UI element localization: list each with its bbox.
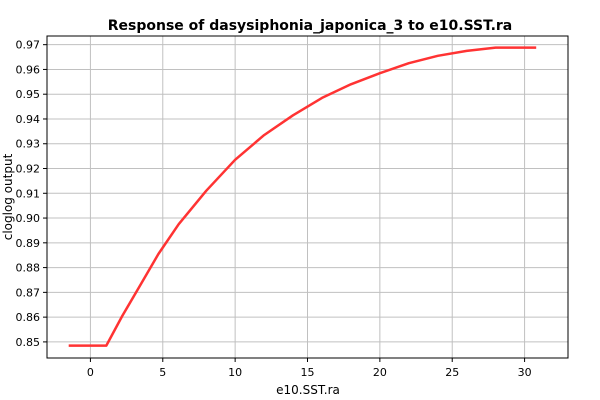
x-tick-label: 25: [445, 366, 459, 379]
x-tick-label: 10: [228, 366, 242, 379]
y-tick-label: 0.87: [16, 286, 41, 299]
x-tick-label: 30: [518, 366, 532, 379]
series-line: [68, 46, 537, 347]
y-tick-label: 0.89: [16, 237, 41, 250]
grid: [47, 36, 568, 358]
y-tick-label: 0.94: [16, 113, 41, 126]
y-tick-label: 0.90: [16, 212, 41, 225]
x-axis-label: e10.SST.ra: [276, 383, 340, 397]
x-tick-label: 15: [301, 366, 315, 379]
y-tick-label: 0.88: [16, 262, 41, 275]
y-tick-label: 0.95: [16, 88, 41, 101]
y-tick-label: 0.91: [16, 187, 41, 200]
y-tick-label: 0.86: [16, 311, 41, 324]
y-tick-label: 0.92: [16, 163, 41, 176]
chart-title: Response of dasysiphonia_japonica_3 to e…: [108, 18, 513, 34]
y-axis-label: cloglog output: [1, 153, 15, 240]
x-tick-label: 20: [373, 366, 387, 379]
y-tick-label: 0.96: [16, 63, 41, 76]
series-group: [68, 46, 537, 347]
x-tick-label: 5: [159, 366, 166, 379]
y-tick-label: 0.93: [16, 138, 41, 151]
y-tick-label: 0.97: [16, 39, 41, 52]
axis-ticks: 0 5 10 15 20 25 30 0.85 0.86 0.87 0.88 0.89 0.90 0.91…: [16, 39, 532, 379]
x-tick-label: 0: [87, 366, 94, 379]
y-tick-label: 0.85: [16, 336, 41, 349]
